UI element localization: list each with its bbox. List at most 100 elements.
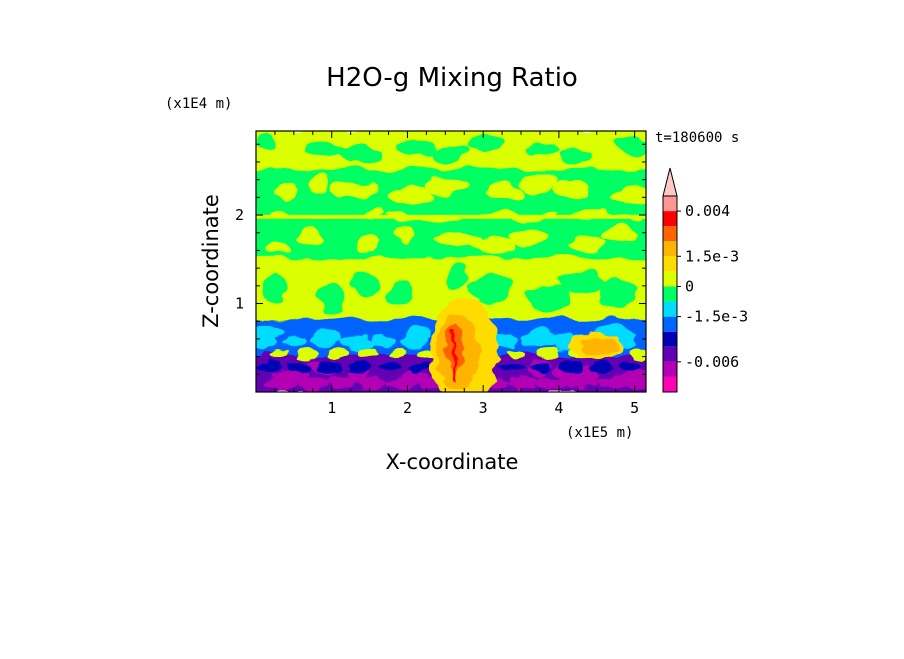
colorbar-swatch [663,196,677,212]
colorbar-swatch [663,271,677,287]
y-tick-label: 1 [235,295,244,313]
field-patch [274,183,297,202]
field-patch [357,377,387,390]
colorbar-frame [662,195,678,393]
x-tick-label: 5 [630,399,639,417]
y-tick-label: 2 [235,206,244,224]
field-patch [537,377,567,390]
field-patch [281,333,307,348]
field-patch [348,362,372,373]
field-patch [389,186,434,205]
contour-field [256,131,646,392]
x-axis-unit: (x1E5 m) [566,425,633,441]
field-patch [618,362,642,373]
field-patch [378,362,402,373]
field-patch [551,333,577,348]
colorbar-swatch [663,241,677,257]
field-patch [554,180,590,198]
colorbar-swatch [663,376,677,392]
time-label: t=180600 s [655,130,739,146]
field-patch [256,333,277,348]
colorbar-swatch [663,256,677,272]
field-patch [588,362,612,373]
field-patch [341,333,367,348]
colorbar-swatch [663,361,677,377]
field-patch [567,235,607,251]
field-patch [628,348,646,359]
x-tick-label: 3 [479,399,488,417]
field-patch [483,183,524,202]
field-patch [393,226,414,243]
field-patch [528,362,552,373]
colorbar-label: -0.006 [685,353,739,371]
colorbar-swatch [663,316,677,332]
field-patch [518,173,557,192]
field-patch [318,362,342,373]
x-axis-ticks: 1 2 3 4 5 [274,131,639,417]
field-patch [256,134,277,152]
field-patch [388,279,411,307]
field-patch [526,284,571,312]
blob-inner [581,336,618,355]
field-patch [318,284,344,312]
colorbar-label: 0 [685,277,694,295]
field-patch [358,348,378,359]
field-patch [538,348,558,359]
field-patch [288,362,312,373]
field-patch [408,362,432,373]
field-patch [558,362,582,373]
x-tick-label: 1 [327,399,336,417]
colorbar-swatch [663,346,677,362]
field-patch [508,348,528,359]
field-patch [358,235,381,251]
field-patch [523,140,560,159]
field-patch [498,362,522,373]
field-patch [259,274,288,302]
field-patch [602,226,641,243]
field-patch [268,348,288,359]
field-patch [301,140,347,159]
field-patch [353,269,378,297]
colorbar-extend-arrow [662,167,678,197]
field-patch [310,173,330,192]
field-patch [473,238,518,254]
field-patch [401,333,427,348]
field-patch [508,229,551,246]
field-patch [336,146,381,165]
colorbar: -0.006 -1.5e-3 0 1.5e-3 0.004 [662,167,748,393]
field-patch [567,377,597,390]
colorbar-swatch [663,211,677,227]
field-patch [267,377,297,390]
colorbar-swatch [663,331,677,347]
field-patch [394,137,437,155]
field-patch [327,377,357,390]
colorbar-swatch [663,286,677,302]
moist-blob [570,331,623,360]
field-patch [258,362,282,373]
colorbar-swatch [663,301,677,317]
moist-plume [430,297,499,392]
field-patch [521,333,547,348]
field-patch [627,377,646,390]
field-patch [388,348,408,359]
plume-core [452,330,456,384]
y-axis-ticks: 12 [235,143,646,375]
field-patch [328,348,348,359]
field-patch [559,146,593,165]
field-patch [507,377,537,390]
colorbar-label: -1.5e-3 [685,308,748,326]
field-patch [617,137,646,155]
x-tick-label: 2 [403,399,412,417]
field-patch [562,269,604,297]
field-patch [425,177,467,195]
y-axis-unit: (x1E4 m) [165,96,232,112]
field-patch [430,143,470,162]
x-tick-label: 4 [554,399,563,417]
field-patch [371,333,397,348]
field-patch [297,377,327,390]
chart-title: H2O-g Mixing Ratio [326,63,578,93]
field-patch [438,232,484,248]
field-patch [264,238,291,254]
